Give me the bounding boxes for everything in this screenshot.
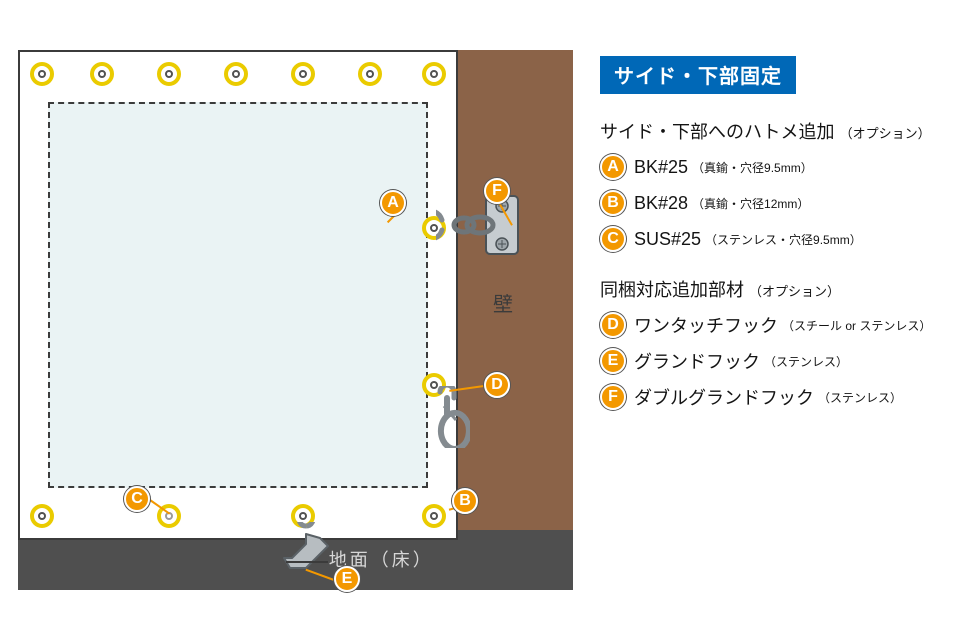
legend-label: ワンタッチフック (634, 312, 778, 338)
legend-group1-title: サイド・下部へのハトメ追加 （オプション） (600, 118, 940, 144)
grommet (30, 504, 54, 528)
legend-group2: Dワンタッチフック（スチール or ステンレス）Eグランドフック（ステンレス）F… (600, 312, 940, 410)
legend: サイド・下部固定 サイド・下部へのハトメ追加 （オプション） A BK#25（真鍮… (600, 56, 940, 410)
legend-sub: （真鍮・穴径12mm） (692, 195, 809, 212)
legend-badge: C (600, 226, 626, 252)
legend-badge: B (600, 190, 626, 216)
legend-group2-title: 同梱対応追加部材 （オプション） (600, 276, 940, 302)
legend-badge: E (600, 348, 626, 374)
legend-sub: （スチール or ステンレス） (782, 317, 931, 334)
legend-row: F ダブルグランドフック（ステンレス） (600, 384, 940, 410)
legend-label: ダブルグランドフック (634, 384, 814, 410)
legend-row: E グランドフック（ステンレス） (600, 348, 940, 374)
legend-row: A BK#25（真鍮・穴径9.5mm） (600, 154, 940, 180)
marker-b: B (452, 488, 478, 514)
hardware-d-hook (430, 386, 470, 448)
grommet (422, 504, 446, 528)
legend-group1: A BK#25（真鍮・穴径9.5mm） B BK#28（真鍮・穴径12mm） C SUS#… (600, 154, 940, 252)
legend-label: BK#25 (634, 157, 688, 178)
legend-badge: A (600, 154, 626, 180)
marker-d: D (484, 372, 510, 398)
legend-sub: （ステンレス） (764, 353, 848, 370)
grommet (224, 62, 248, 86)
sheet (18, 50, 458, 540)
grommet (422, 62, 446, 86)
legend-label: SUS#25 (634, 229, 701, 250)
grommet (291, 62, 315, 86)
marker-f: F (484, 178, 510, 204)
legend-badge: F (600, 384, 626, 410)
canvas: 壁 地面（床） (0, 0, 960, 621)
legend-sub: （ステンレス） (818, 389, 902, 406)
marker-a: A (380, 190, 406, 216)
legend-row: C SUS#25（ステンレス・穴径9.5mm） (600, 226, 940, 252)
legend-label: グランドフック (634, 348, 760, 374)
hardware-f-bracket (436, 188, 526, 264)
legend-badge: D (600, 312, 626, 338)
marker-e: E (334, 566, 360, 592)
grommet (358, 62, 382, 86)
grommet (157, 62, 181, 86)
legend-label: BK#28 (634, 193, 688, 214)
grommet (30, 62, 54, 86)
wall-label: 壁 (493, 288, 515, 317)
legend-row: B BK#28（真鍮・穴径12mm） (600, 190, 940, 216)
legend-row: D ワンタッチフック（スチール or ステンレス） (600, 312, 940, 338)
grommet (90, 62, 114, 86)
legend-sub: （ステンレス・穴径9.5mm） (705, 231, 862, 248)
marker-c: C (124, 486, 150, 512)
sheet-clear-panel (48, 102, 428, 488)
legend-tag: サイド・下部固定 (600, 56, 796, 94)
hardware-e-groundhook (272, 522, 342, 582)
diagram-stage: 壁 地面（床） (18, 50, 573, 590)
legend-sub: （真鍮・穴径9.5mm） (692, 159, 813, 176)
